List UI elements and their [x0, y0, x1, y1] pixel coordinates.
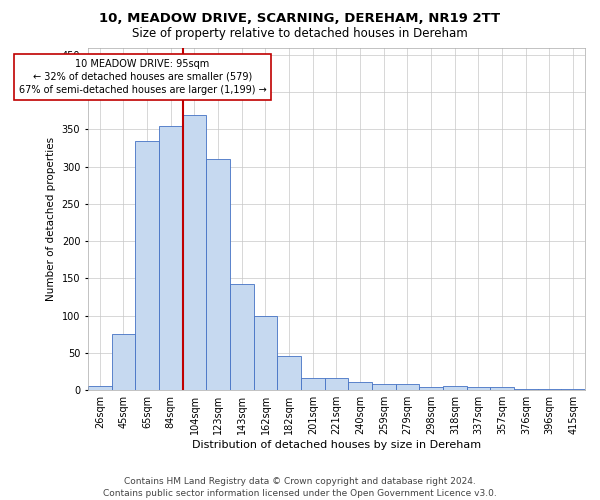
Bar — [135, 140, 159, 390]
Bar — [301, 378, 325, 390]
Bar — [490, 387, 514, 390]
Bar — [277, 356, 301, 390]
Text: 10 MEADOW DRIVE: 95sqm
← 32% of detached houses are smaller (579)
67% of semi-de: 10 MEADOW DRIVE: 95sqm ← 32% of detached… — [19, 58, 266, 95]
Bar — [112, 334, 135, 390]
X-axis label: Distribution of detached houses by size in Dereham: Distribution of detached houses by size … — [192, 440, 481, 450]
Bar — [395, 384, 419, 390]
Bar — [254, 316, 277, 390]
Text: 10, MEADOW DRIVE, SCARNING, DEREHAM, NR19 2TT: 10, MEADOW DRIVE, SCARNING, DEREHAM, NR1… — [100, 12, 500, 26]
Y-axis label: Number of detached properties: Number of detached properties — [46, 137, 56, 301]
Text: Size of property relative to detached houses in Dereham: Size of property relative to detached ho… — [132, 28, 468, 40]
Bar — [230, 284, 254, 390]
Bar — [159, 126, 182, 390]
Bar — [349, 382, 372, 390]
Bar — [562, 388, 585, 390]
Bar — [443, 386, 467, 390]
Text: Contains HM Land Registry data © Crown copyright and database right 2024.
Contai: Contains HM Land Registry data © Crown c… — [103, 476, 497, 498]
Bar — [372, 384, 395, 390]
Bar — [325, 378, 349, 390]
Bar — [182, 114, 206, 390]
Bar — [419, 387, 443, 390]
Bar — [88, 386, 112, 390]
Bar — [206, 160, 230, 390]
Bar — [467, 387, 490, 390]
